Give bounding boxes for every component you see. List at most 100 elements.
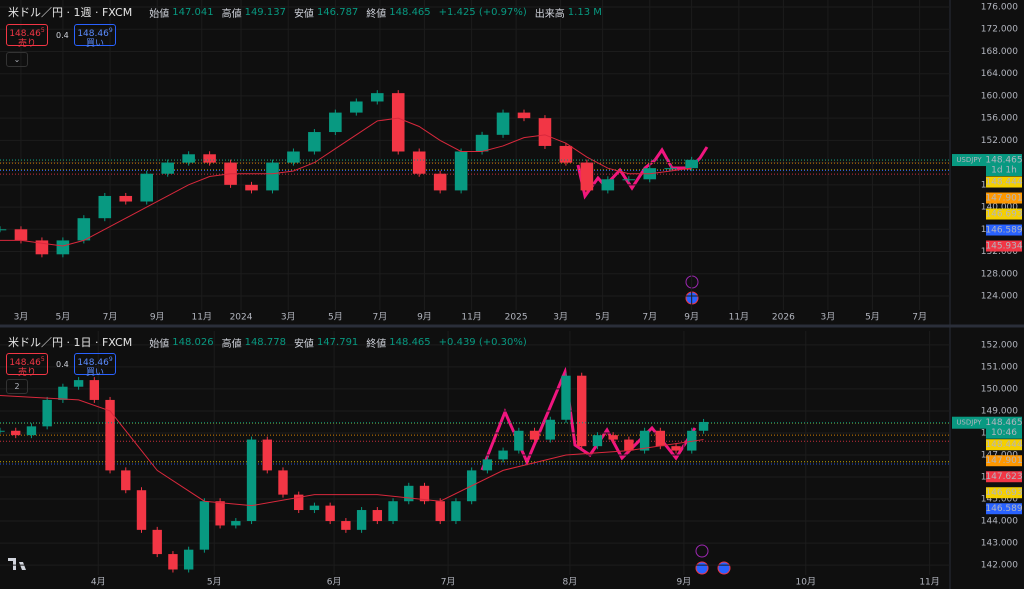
- spread: 0.4: [56, 360, 69, 369]
- price-label-box: [986, 471, 1022, 483]
- x-tick-label: 9月: [677, 577, 692, 588]
- y-tick-label: 168.000: [981, 47, 1018, 57]
- price-label: 145.934: [985, 242, 1022, 252]
- y-tick-label: 128.000: [981, 269, 1018, 279]
- candle: [329, 112, 342, 133]
- price-label: 146.589: [985, 504, 1022, 514]
- candle: [545, 419, 555, 440]
- legend: 米ドル／円 · 1週 · FXCM 始値 147.041 高値 149.137 安値…: [8, 4, 607, 20]
- candle: [671, 446, 681, 451]
- candle: [517, 112, 531, 119]
- candle: [559, 145, 573, 163]
- x-tick-label: 10月: [796, 577, 816, 588]
- candle: [498, 450, 508, 460]
- ohlc-value: 147.041: [172, 6, 214, 18]
- x-tick-label: 4月: [91, 577, 106, 588]
- x-tick-label: 5月: [865, 312, 880, 323]
- candle: [309, 505, 320, 511]
- y-tick-label: 151.000: [981, 362, 1018, 372]
- candle: [308, 132, 321, 152]
- ohlc-key: 高値: [221, 8, 242, 20]
- ohlc-value: 149.137: [244, 6, 286, 18]
- ohlc-key: 安値: [293, 8, 314, 20]
- event-icon[interactable]: [695, 544, 709, 558]
- symbol-tag-text: USDJPY: [956, 419, 982, 427]
- spread: 0.4: [56, 31, 69, 40]
- ohlc-value: 148.465: [389, 336, 431, 348]
- x-tick-label: 3月: [821, 312, 836, 323]
- candle: [561, 375, 571, 420]
- x-tick-label: 2025: [505, 313, 528, 323]
- ohlc-key: 始値: [149, 8, 170, 20]
- candle: [350, 101, 363, 113]
- price-label-box: [986, 154, 1022, 177]
- candle: [0, 229, 7, 231]
- candle: [140, 173, 154, 202]
- panes-button[interactable]: 2: [6, 379, 28, 394]
- candle: [577, 375, 587, 447]
- moving-average: [0, 395, 704, 507]
- candle: [119, 195, 133, 202]
- buy-button[interactable]: 148.469 買い: [74, 24, 116, 49]
- x-tick-label: 8月: [563, 577, 578, 588]
- x-tick-label: 9月: [417, 312, 432, 323]
- y-tick-label: 144.000: [981, 517, 1018, 527]
- candle: [529, 430, 540, 440]
- candle: [356, 510, 367, 530]
- volume-key: 出来高: [534, 8, 565, 20]
- ohlc-key: 始値: [149, 338, 170, 350]
- sell-button[interactable]: 148.465 売り: [6, 353, 48, 378]
- candle: [388, 501, 398, 522]
- price-label: 146.693: [985, 488, 1022, 498]
- y-tick-label: 142.000: [981, 561, 1018, 571]
- ohlc-value: 148.778: [244, 336, 286, 348]
- price-label-box: [986, 455, 1022, 467]
- logo: [8, 558, 26, 570]
- x-tick-label: 9月: [150, 312, 165, 323]
- candle: [451, 501, 461, 522]
- candle: [404, 485, 414, 502]
- price-digit: 9: [108, 27, 113, 34]
- candle: [215, 501, 225, 526]
- price: 148.46: [9, 29, 41, 39]
- price-label-box: [986, 240, 1022, 252]
- price-label: 147.901: [985, 194, 1022, 204]
- price-label-box: [986, 224, 1022, 236]
- candle: [98, 195, 112, 219]
- event-icon[interactable]: [695, 561, 709, 575]
- symbol-tag: [952, 416, 986, 429]
- y-tick-label: 143.000: [981, 539, 1018, 549]
- event-icon[interactable]: [717, 561, 731, 575]
- candle: [391, 93, 405, 152]
- candle: [514, 430, 524, 451]
- candle: [58, 386, 68, 400]
- y-tick-label: 152.000: [981, 340, 1018, 350]
- symbol-tag-text: USDJPY: [956, 156, 982, 164]
- buy-button[interactable]: 148.469 買い: [74, 353, 116, 378]
- candle: [655, 430, 666, 447]
- sell-button[interactable]: 148.465 売り: [6, 24, 48, 49]
- x-tick-label: 9月: [684, 312, 699, 323]
- x-tick-label: 7月: [373, 312, 388, 323]
- x-tick-label: 3月: [281, 312, 296, 323]
- price-digit: 5: [40, 27, 45, 34]
- candle: [77, 218, 91, 241]
- x-tick-label: 5月: [595, 312, 610, 323]
- candle: [11, 430, 21, 436]
- price-label: 148.444: [985, 440, 1022, 450]
- candle: [294, 494, 304, 511]
- x-tick-label: 7月: [642, 312, 657, 323]
- x-tick-label: 7月: [912, 312, 927, 323]
- moving-average: [0, 117, 692, 247]
- y-tick-label: 150.000: [981, 384, 1018, 394]
- candle: [278, 470, 288, 495]
- candle: [580, 162, 594, 191]
- candle: [203, 154, 216, 163]
- candle: [687, 430, 697, 451]
- collapse-button[interactable]: ⌄: [6, 52, 28, 67]
- candle: [183, 549, 194, 570]
- y-tick-label: 149.000: [981, 406, 1018, 416]
- candle: [26, 426, 37, 436]
- x-tick-label: 7月: [103, 312, 118, 323]
